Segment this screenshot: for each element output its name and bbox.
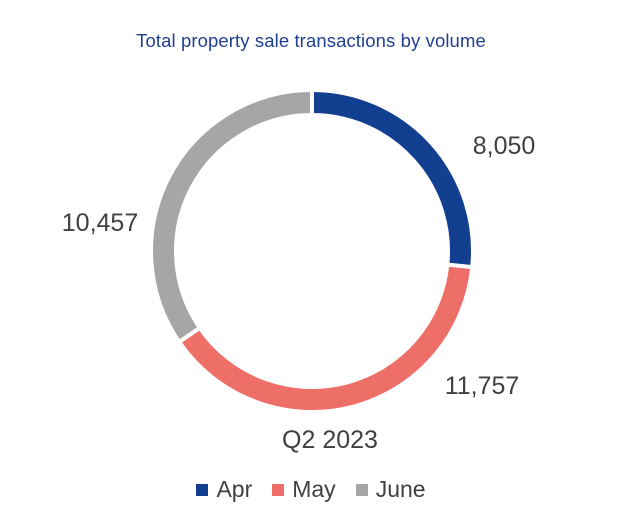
center-label: Q2 2023	[282, 426, 378, 454]
slice-apr	[310, 87, 475, 270]
value-label-may: 11,757	[445, 372, 520, 400]
legend-swatch	[196, 483, 209, 496]
slice-june	[149, 87, 314, 345]
legend-swatch	[355, 483, 368, 496]
value-label-apr: 8,050	[473, 132, 536, 160]
legend-label: Apr	[216, 476, 253, 502]
slice-may	[176, 262, 475, 414]
donut-slices	[149, 87, 475, 414]
legend-swatch	[272, 483, 285, 496]
legend-label: June	[375, 476, 426, 502]
donut-value-labels: 8,050 11,757 10,457	[62, 132, 536, 400]
legend: Apr May June	[0, 476, 622, 503]
chart-title: Total property sale transactions by volu…	[136, 30, 486, 51]
legend-item-apr: Apr	[196, 476, 252, 503]
legend-item-june: June	[355, 476, 426, 503]
value-label-june: 10,457	[62, 209, 138, 237]
legend-label: May	[292, 476, 336, 502]
legend-item-may: May	[272, 476, 336, 503]
